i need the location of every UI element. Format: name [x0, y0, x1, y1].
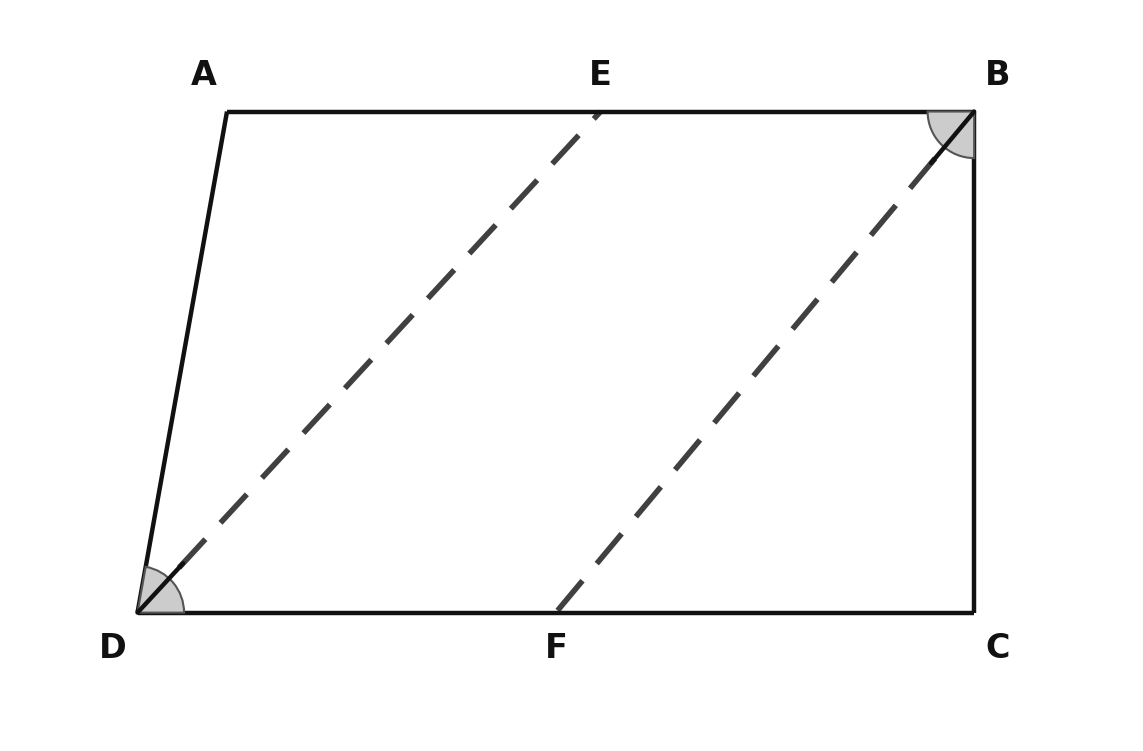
Wedge shape	[928, 112, 974, 158]
Wedge shape	[137, 567, 184, 613]
Text: E: E	[589, 59, 612, 92]
Text: B: B	[985, 59, 1010, 92]
Text: C: C	[985, 632, 1009, 665]
Text: A: A	[191, 59, 216, 92]
Text: D: D	[99, 632, 127, 665]
Text: F: F	[544, 632, 567, 665]
